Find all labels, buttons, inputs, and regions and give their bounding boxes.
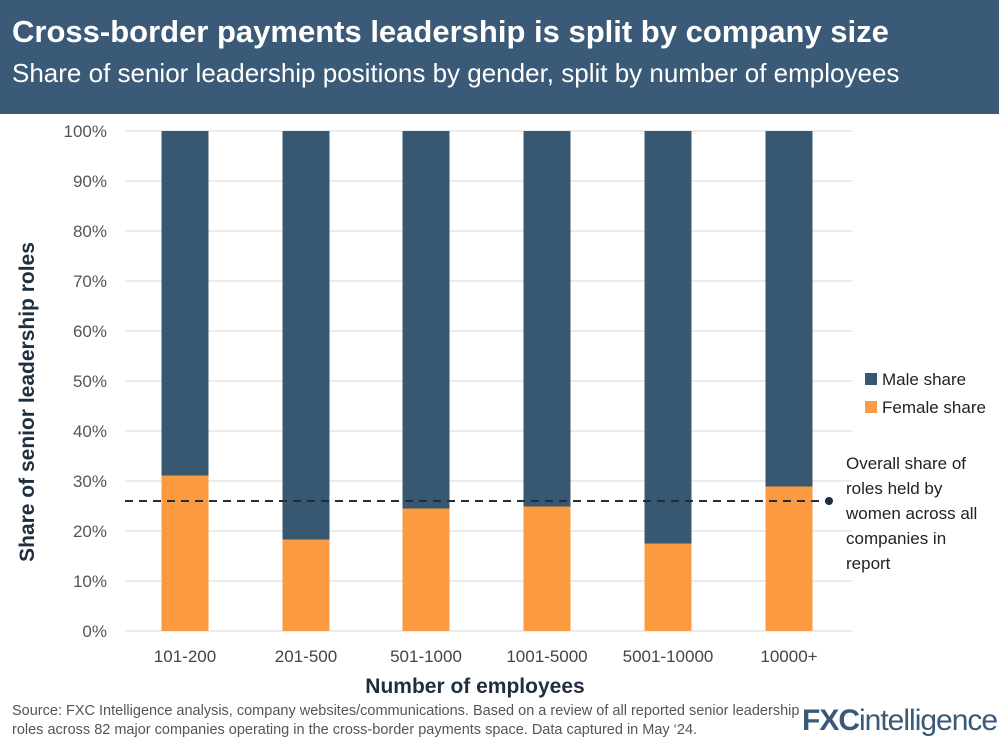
- legend-swatch: [865, 373, 877, 385]
- y-tick-label: 70%: [73, 272, 107, 291]
- y-tick-label: 90%: [73, 172, 107, 191]
- bar-male-share: [282, 131, 330, 540]
- chart-title: Cross-border payments leadership is spli…: [12, 14, 889, 49]
- bar-male-share: [161, 131, 209, 476]
- reference-line-label: Overall share of: [846, 454, 966, 473]
- x-tick-label: 1001-5000: [506, 647, 587, 666]
- y-tick-label: 80%: [73, 222, 107, 241]
- bar-female-share: [765, 486, 813, 631]
- y-tick-label: 10%: [73, 572, 107, 591]
- x-tick-label: 201-500: [275, 647, 337, 666]
- bar-female-share: [644, 543, 692, 631]
- x-tick-label: 5001-10000: [623, 647, 714, 666]
- bar-female-share: [523, 506, 571, 631]
- bar-female-share: [402, 508, 450, 631]
- y-tick-label: 60%: [73, 322, 107, 341]
- bar-male-share: [523, 131, 571, 507]
- y-tick-label: 20%: [73, 522, 107, 541]
- bar-male-share: [402, 131, 450, 509]
- reference-line-label: report: [846, 554, 891, 573]
- reference-line-label: companies in: [846, 529, 946, 548]
- bar-female-share: [282, 539, 330, 631]
- chart-subtitle: Share of senior leadership positions by …: [12, 58, 900, 88]
- header: Cross-border payments leadership is spli…: [0, 0, 999, 114]
- bar-male-share: [644, 131, 692, 544]
- reference-line-marker: [825, 497, 833, 505]
- legend-swatch: [865, 401, 877, 413]
- y-axis-label: Share of senior leadership roles: [16, 242, 39, 562]
- y-tick-label: 50%: [73, 372, 107, 391]
- chart: 0% 10% 20% 30% 40% 50% 60% 70% 80% 90% 100% 101-200…: [16, 122, 986, 698]
- y-tick-label: 30%: [73, 472, 107, 491]
- x-axis-label: Number of employees: [365, 675, 584, 698]
- reference-line-label: women across all: [845, 504, 977, 523]
- bar-male-share: [765, 131, 813, 487]
- x-tick-label: 501-1000: [390, 647, 462, 666]
- reference-line-label: roles held by: [846, 479, 943, 498]
- legend-label: Male share: [882, 370, 966, 389]
- legend-label: Female share: [882, 398, 986, 417]
- source-note: Source: FXC Intelligence analysis, compa…: [12, 703, 800, 738]
- bar-female-share: [161, 475, 209, 631]
- fxc-logo: FXCintelligence: [802, 704, 998, 737]
- x-tick-label: 101-200: [154, 647, 216, 666]
- y-tick-label: 40%: [73, 422, 107, 441]
- x-tick-label: 10000+: [760, 647, 817, 666]
- y-tick-label: 0%: [82, 622, 107, 641]
- y-tick-label: 100%: [64, 122, 107, 141]
